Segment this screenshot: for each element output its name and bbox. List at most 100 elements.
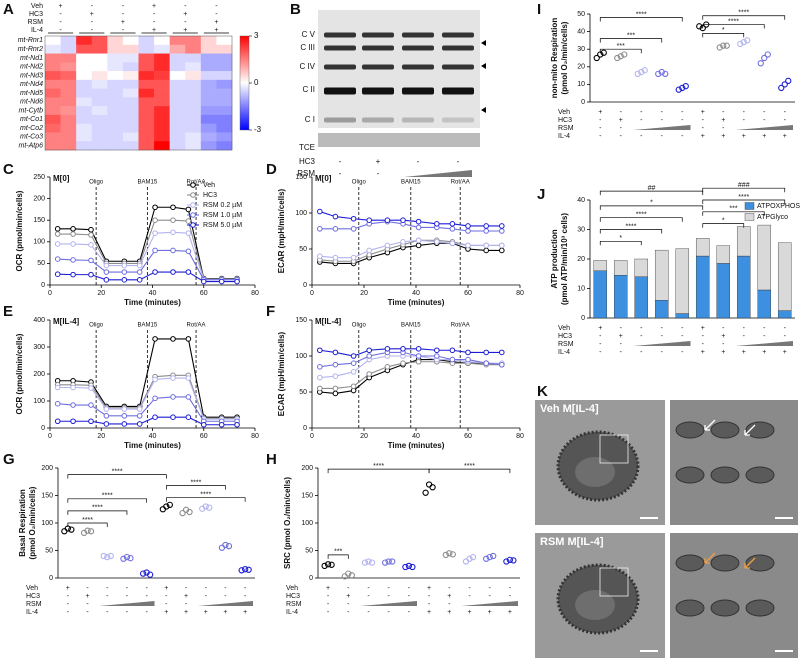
heat-cell (45, 79, 61, 89)
panel-label: E (3, 303, 13, 320)
heat-cell (45, 71, 61, 81)
heat-cell (91, 141, 108, 151)
data-point (136, 277, 143, 283)
heat-cell (122, 97, 139, 107)
x-axis-title: Time (minutes) (388, 441, 445, 450)
heat-cell (45, 62, 61, 72)
data-point (465, 228, 471, 234)
treatment-sign: - (743, 117, 746, 124)
inset-box (599, 434, 629, 464)
y-tick-label: 200 (33, 195, 45, 202)
data-point (757, 60, 764, 67)
sig-label: **** (738, 194, 749, 201)
data-point (382, 559, 389, 566)
heat-cell (154, 114, 170, 124)
y-axis-title: SRC (pmol O₂/min/cells) (283, 477, 292, 569)
data-point (415, 353, 422, 359)
arrow (744, 424, 756, 436)
heat-cell (122, 36, 139, 46)
y-tick-label: 400 (33, 317, 45, 324)
data-point (103, 277, 110, 283)
treatment-sign: - (86, 609, 89, 616)
header-sign: - (91, 3, 94, 10)
treatment-sign: + (598, 109, 602, 116)
series-line (57, 338, 238, 418)
treatment-sign: + (184, 593, 188, 600)
header-sign: + (121, 19, 125, 26)
data-point (136, 421, 143, 427)
data-point (449, 551, 456, 558)
data-point (234, 421, 240, 428)
data-point (449, 221, 456, 227)
blot-row-label: RSM (297, 169, 315, 178)
gene-label: mt-Nd1 (20, 55, 43, 62)
y-tick-label: 30 (577, 46, 585, 53)
treatment-sign: - (640, 117, 643, 124)
heat-cell (185, 44, 202, 54)
heat-cell (45, 132, 61, 142)
data-point (446, 550, 453, 557)
panel-label: K (537, 383, 548, 400)
treatment-sign: - (620, 133, 623, 140)
treatment-sign: - (599, 341, 602, 348)
treatment-sign: - (367, 609, 370, 616)
treatment-sign: + (721, 117, 725, 124)
panel-label: A (3, 1, 14, 18)
bar-segment (695, 255, 710, 319)
data-point (462, 558, 470, 565)
data-point (434, 347, 440, 354)
treatment-sign: - (681, 109, 684, 116)
legend-marker (190, 202, 196, 208)
treatment-sign: - (620, 325, 623, 332)
data-point (499, 361, 505, 368)
data-point (350, 360, 357, 367)
heat-cell (91, 62, 108, 72)
series-line (319, 239, 502, 259)
data-point (185, 414, 192, 421)
treatment-sign: + (164, 585, 168, 592)
data-point (761, 54, 768, 62)
data-point (70, 384, 76, 391)
data-point (54, 226, 61, 232)
treatment-sign: - (347, 609, 350, 616)
gene-label: mt-Nd3 (20, 72, 43, 79)
heat-cell (185, 97, 202, 107)
mitochondrion (745, 421, 775, 439)
treatment-sign: - (244, 585, 247, 592)
heat-cell (169, 88, 186, 98)
data-point (170, 269, 176, 275)
bar-segment (777, 310, 792, 319)
heat-cell (91, 53, 108, 63)
heat-cell (169, 106, 186, 116)
bar-segment (634, 258, 649, 277)
data-point (170, 217, 176, 223)
header-sign: - (91, 27, 94, 34)
header-sign: - (122, 11, 125, 18)
legend-label: ATPOXPHOS (757, 203, 800, 210)
data-point (152, 395, 158, 402)
data-point (206, 504, 213, 511)
heat-cell (169, 141, 186, 151)
data-point (170, 336, 176, 342)
heat-cell (107, 71, 124, 81)
heat-cell (138, 36, 155, 46)
heat-cell (154, 79, 170, 89)
treatment-sign: - (763, 333, 766, 340)
header-sign: + (152, 27, 156, 34)
heat-cell (169, 132, 186, 142)
data-point (241, 566, 249, 573)
data-point (152, 230, 158, 236)
y-tick-label: 250 (33, 174, 45, 181)
blot-band (442, 87, 474, 95)
treatment-sign: + (701, 325, 705, 332)
data-point (781, 81, 788, 88)
series-line (319, 221, 502, 232)
heat-cell (122, 132, 139, 142)
sig-bracket (67, 474, 167, 479)
y-tick-label: 0 (303, 425, 307, 432)
sig-label: **** (82, 517, 93, 524)
sig-label: **** (738, 10, 749, 17)
y-tick-label: 0 (581, 315, 585, 322)
heat-cell (107, 141, 124, 151)
data-point (415, 218, 422, 225)
